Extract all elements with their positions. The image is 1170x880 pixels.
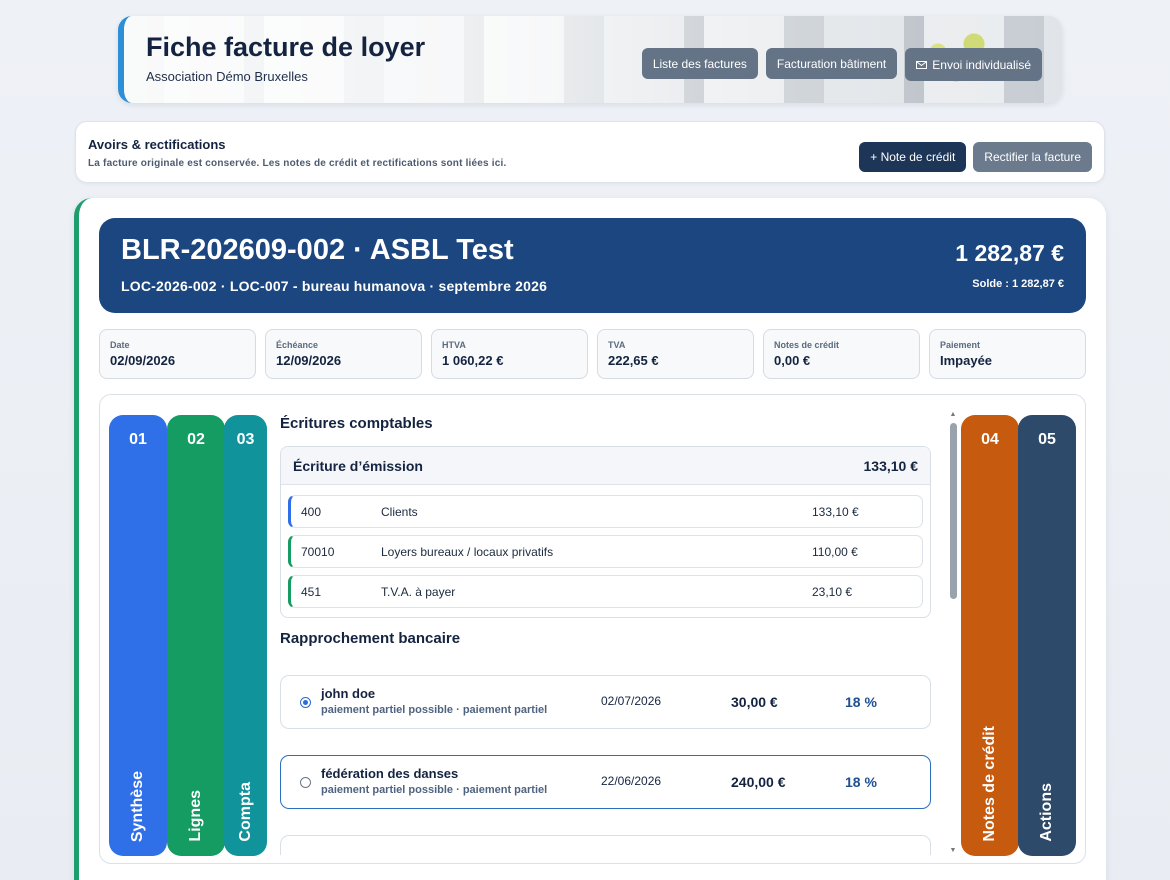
kpi-value: 12/09/2026 <box>276 353 342 368</box>
tab-notes-de-credit[interactable]: 04 Notes de crédit <box>961 415 1019 856</box>
bank-transaction-name: john doe <box>321 686 376 701</box>
invoice-balance: Solde : 1 282,87 € <box>972 278 1064 290</box>
entry-amount: 133,10 € <box>812 504 859 519</box>
scroll-up-arrow-icon[interactable]: ▲ <box>949 411 957 418</box>
bank-transaction-amount: 240,00 € <box>731 774 786 790</box>
content-scrollbar[interactable]: ▲ ▼ <box>949 411 957 854</box>
page-title: Fiche facture de loyer <box>146 32 426 62</box>
kpi-label: Échéance <box>276 340 319 350</box>
credit-notes-title: Avoirs & rectifications <box>88 137 226 152</box>
kpi-tva: TVA 222,65 € <box>597 329 754 379</box>
tab-label: Actions <box>1038 783 1055 842</box>
individual-send-button[interactable]: Envoi individualisé <box>905 48 1042 81</box>
tabs-panel: 01 Synthèse 02 Lignes 03 Compta Écriture… <box>99 394 1086 864</box>
tab-compta[interactable]: 03 Compta <box>224 415 267 856</box>
entry-row: 451 T.V.A. à payer 23,10 € <box>288 575 923 608</box>
entry-label: T.V.A. à payer <box>381 584 456 599</box>
entry-account: 451 <box>301 584 322 599</box>
credit-notes-description: La facture originale est conservée. Les … <box>88 158 507 169</box>
invoice-reference: LOC-2026-002 · LOC-007 - bureau humanova… <box>121 278 548 294</box>
tab-number: 05 <box>1038 431 1056 448</box>
entry-amount: 110,00 € <box>812 544 858 559</box>
scrollbar-thumb[interactable] <box>950 423 957 599</box>
issuance-entry-title: Écriture d’émission <box>293 457 423 474</box>
entry-label: Clients <box>381 504 418 519</box>
invoice-amount: 1 282,87 € <box>955 240 1064 266</box>
bank-transaction-date: 22/06/2026 <box>601 774 662 788</box>
compta-content: Écritures comptables Écriture d’émission… <box>280 415 931 855</box>
bank-transaction-match: 18 % <box>845 694 877 710</box>
tab-label: Synthèse <box>129 770 146 842</box>
entry-row: 400 Clients 133,10 € <box>288 495 923 528</box>
accounting-entries-title: Écritures comptables <box>280 415 433 432</box>
header-banner: Fiche facture de loyer Association Démo … <box>118 16 1062 103</box>
envelope-icon <box>916 61 928 69</box>
kpi-htva: HTVA 1 060,22 € <box>431 329 588 379</box>
bank-reconciliation-title: Rapprochement bancaire <box>280 630 461 647</box>
entry-row: 70010 Loyers bureaux / locaux privatifs … <box>288 535 923 568</box>
kpi-date: Date 02/09/2026 <box>99 329 256 379</box>
organization-name: Association Démo Bruxelles <box>146 69 308 84</box>
invoice-summary-header: BLR-202609-002 · ASBL Test LOC-2026-002 … <box>99 218 1086 313</box>
scroll-down-arrow-icon[interactable]: ▼ <box>949 847 957 854</box>
kpi-label: Paiement <box>940 340 981 350</box>
invoice-card: BLR-202609-002 · ASBL Test LOC-2026-002 … <box>74 198 1106 880</box>
kpi-value: 0,00 € <box>774 353 811 368</box>
kpi-label: HTVA <box>442 340 466 350</box>
tab-synthese[interactable]: 01 Synthèse <box>109 415 167 856</box>
invoice-kpis: Date 02/09/2026 Échéance 12/09/2026 HTVA… <box>99 329 1086 379</box>
bank-transaction-amount: 30,00 € <box>731 694 778 710</box>
bank-transaction-match: 18 % <box>845 774 877 790</box>
entry-amount: 23,10 € <box>812 584 853 599</box>
tab-label: Notes de crédit <box>981 726 998 842</box>
entry-account: 400 <box>301 504 322 519</box>
kpi-credit-notes: Notes de crédit 0,00 € <box>763 329 920 379</box>
individual-send-label: Envoi individualisé <box>932 57 1031 72</box>
rectify-invoice-button[interactable]: Rectifier la facture <box>973 142 1092 172</box>
bank-transaction-row[interactable]: john doe paiement partiel possible · pai… <box>280 675 931 729</box>
kpi-due-date: Échéance 12/09/2026 <box>265 329 422 379</box>
tab-label: Lignes <box>187 790 204 842</box>
issuance-entry-total: 133,10 € <box>863 457 919 474</box>
credit-notes-panel: Avoirs & rectifications La facture origi… <box>75 121 1105 183</box>
bank-transaction-description: paiement partiel possible · paiement par… <box>321 704 548 716</box>
kpi-value: 02/09/2026 <box>110 353 176 368</box>
tab-number: 03 <box>236 431 255 448</box>
tab-number: 01 <box>129 431 147 448</box>
entry-account: 70010 <box>301 544 335 559</box>
kpi-label: TVA <box>608 340 626 350</box>
issuance-entry: Écriture d’émission 133,10 € 400 Clients… <box>280 446 931 618</box>
kpi-value: 1 060,22 € <box>442 353 504 368</box>
tab-number: 02 <box>187 431 205 448</box>
bank-transaction-date: 02/07/2026 <box>601 694 662 708</box>
bank-transaction-row[interactable]: fédération des danses paiement partiel p… <box>280 755 931 809</box>
tab-actions[interactable]: 05 Actions <box>1018 415 1076 856</box>
add-credit-note-button[interactable]: + Note de crédit <box>859 142 967 172</box>
bank-transaction-row[interactable] <box>280 835 931 855</box>
kpi-value: Impayée <box>940 353 993 368</box>
kpi-payment: Paiement Impayée <box>929 329 1086 379</box>
invoice-list-button[interactable]: Liste des factures <box>641 48 758 79</box>
kpi-value: 222,65 € <box>608 353 659 368</box>
tab-lignes[interactable]: 02 Lignes <box>167 415 225 856</box>
bank-transaction-radio[interactable] <box>300 777 311 788</box>
tab-number: 04 <box>981 431 999 448</box>
bank-transaction-name: fédération des danses <box>321 766 459 781</box>
issuance-entry-header: Écriture d’émission 133,10 € <box>281 447 930 485</box>
bank-transaction-radio[interactable] <box>300 697 311 708</box>
kpi-label: Notes de crédit <box>774 340 840 350</box>
bank-transaction-description: paiement partiel possible · paiement par… <box>321 784 548 796</box>
kpi-label: Date <box>110 340 130 350</box>
tab-label: Compta <box>236 782 254 842</box>
building-billing-button[interactable]: Facturation bâtiment <box>765 48 898 79</box>
invoice-title: BLR-202609-002 · ASBL Test <box>121 234 514 266</box>
entry-label: Loyers bureaux / locaux privatifs <box>381 544 554 559</box>
